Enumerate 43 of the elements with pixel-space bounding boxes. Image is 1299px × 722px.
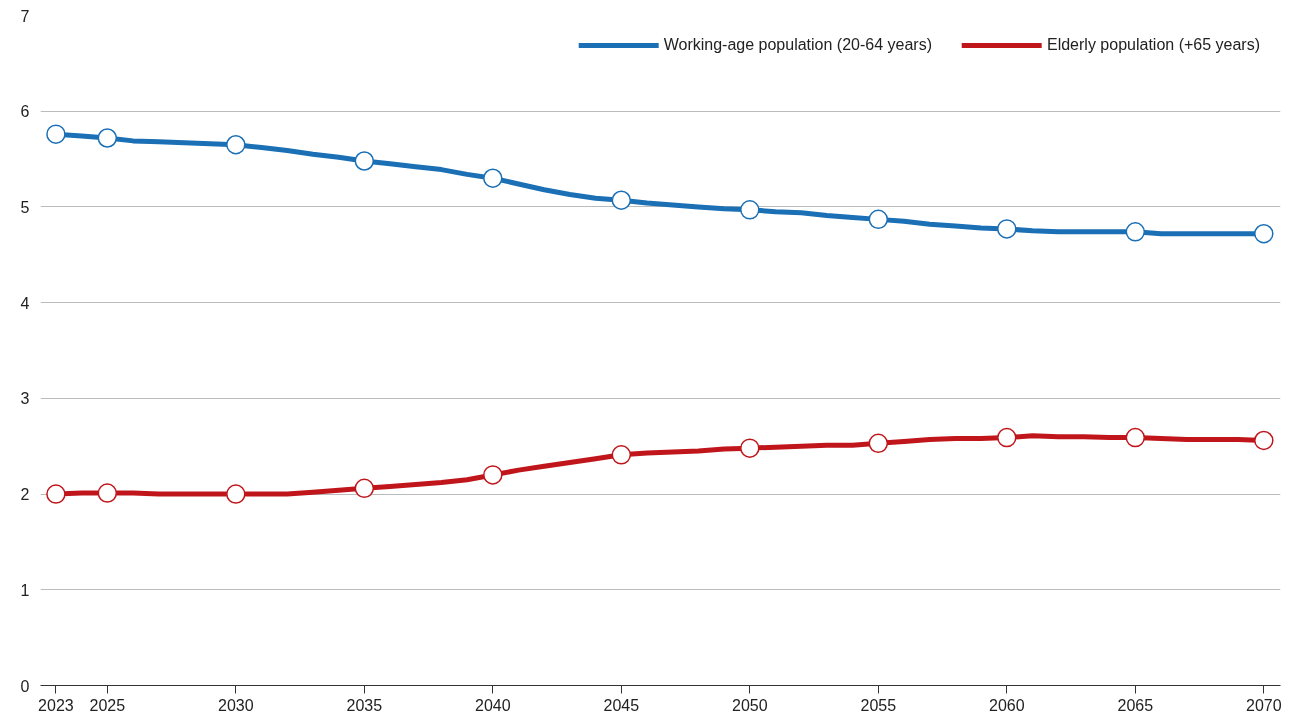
x-tick-label: 2045 (603, 696, 640, 714)
x-tick-label: 2030 (218, 696, 254, 714)
point (483, 168, 503, 188)
point (740, 200, 760, 220)
point (1254, 430, 1274, 451)
y-tick-label: 3 (20, 390, 30, 408)
point (997, 219, 1017, 239)
point (226, 134, 246, 155)
point (611, 445, 632, 465)
x-tick-label: 2055 (860, 696, 897, 714)
x-tick-label: 2070 (1246, 696, 1282, 714)
y-tick-label: 6 (20, 103, 30, 121)
legend-label: Elderly population (+65 years) (1046, 36, 1260, 54)
x-tick-label: 2040 (475, 696, 511, 714)
x-tick-label: 2060 (989, 696, 1025, 714)
y-tick-label: 7 (20, 7, 30, 25)
x-tick-label: 2065 (1117, 696, 1154, 714)
point (1254, 224, 1274, 244)
x-tick-label: 2023 (38, 696, 74, 714)
x-tick-label: 2025 (89, 696, 126, 714)
point (46, 484, 66, 504)
point (226, 484, 246, 504)
y-tick-label: 1 (20, 581, 30, 599)
y-tick-label: 2 (20, 486, 30, 504)
y-tick-label: 5 (20, 198, 30, 216)
x-tick-label: 2035 (346, 696, 383, 714)
point (740, 438, 760, 458)
point (1125, 222, 1146, 242)
point (611, 190, 632, 210)
x-tick-label: 2050 (732, 696, 768, 714)
point (868, 209, 889, 230)
point (46, 124, 66, 144)
point (97, 483, 118, 503)
point (1125, 427, 1146, 448)
y-tick-label: 0 (20, 677, 30, 695)
point (997, 427, 1017, 448)
legend-label: Working-age population (20-64 years) (663, 36, 932, 54)
point (868, 433, 889, 454)
point (97, 128, 118, 148)
point (354, 478, 375, 499)
y-tick-label: 4 (20, 294, 30, 312)
point (354, 151, 375, 171)
point (483, 465, 503, 485)
